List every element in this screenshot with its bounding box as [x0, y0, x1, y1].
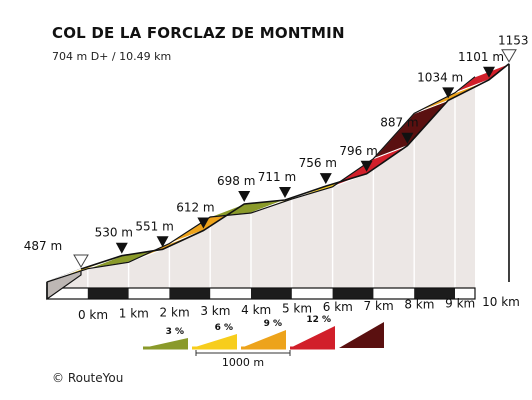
legend-swatch — [241, 330, 286, 348]
ground-slab-segment — [47, 288, 89, 299]
elevation-marker-icon — [483, 66, 495, 78]
ground-slab-segment — [414, 288, 456, 299]
profile-front-edge — [46, 76, 476, 283]
ground-slab-segment — [455, 288, 475, 299]
km-tick-label: 1 km — [119, 307, 149, 321]
ground-slab-segment — [291, 288, 334, 299]
legend-swatch — [290, 326, 335, 348]
km-tick-label: 7 km — [364, 299, 394, 313]
elevation-label: 887 m — [380, 116, 418, 130]
ground-slab-segment — [373, 288, 415, 299]
legend-label: 9 % — [264, 319, 282, 329]
km-tick-label: 4 km — [241, 303, 271, 317]
elevation-label: 698 m — [217, 174, 255, 188]
copyright-notice: © RouteYou — [52, 371, 124, 385]
elevation-marker-icon — [319, 173, 332, 185]
km-tick-label: 2 km — [160, 305, 190, 319]
elevation-label: 1034 m — [417, 70, 463, 84]
km-tick-label: 10 km — [482, 295, 520, 309]
ground-slab-segment — [169, 288, 211, 299]
km-tick-label: 3 km — [200, 304, 230, 318]
chart-subtitle: 704 m D+ / 10.49 km — [52, 50, 172, 63]
ground-slab-segment — [210, 288, 252, 299]
km-tick-label: 8 km — [404, 298, 434, 312]
elevation-label: 796 m — [339, 144, 377, 158]
elevation-label: 711 m — [258, 170, 296, 184]
legend-label: 3 % — [166, 327, 184, 337]
elevation-label: 1101 m — [458, 50, 504, 64]
ground-slab-segment — [128, 288, 170, 299]
chart-title: COL DE LA FORCLAZ DE MONTMIN — [52, 24, 345, 42]
elevation-marker-icon — [197, 217, 210, 229]
legend-swatch — [192, 334, 237, 348]
elevation-marker-icon — [238, 190, 251, 202]
elevation-marker-icon — [401, 132, 414, 144]
km-tick-label: 0 km — [78, 308, 108, 322]
elevation-marker-icon — [115, 242, 128, 254]
legend-swatch — [143, 338, 188, 348]
profile-front-wall — [47, 76, 475, 288]
legend-swatch — [339, 322, 384, 348]
legend-label: 12 % — [306, 315, 331, 325]
km-tick-label: 6 km — [323, 300, 353, 314]
elevation-marker-icon — [360, 160, 373, 172]
elevation-label: 756 m — [299, 156, 337, 170]
elevation-marker-icon — [73, 254, 89, 268]
ground-slab-segment — [87, 288, 130, 299]
elevation-marker-icon — [156, 236, 169, 248]
elevation-label: 1153 m — [498, 34, 532, 48]
elevation-label: 551 m — [135, 219, 173, 233]
elevation-label: 530 m — [95, 226, 133, 240]
elevation-marker-icon — [279, 186, 291, 198]
legend-label: 6 % — [215, 323, 233, 333]
ground-slab-segment — [251, 288, 293, 299]
scale-label: 1000 m — [222, 356, 264, 369]
ground-slab-segment — [332, 288, 374, 299]
elevation-marker-icon — [501, 49, 517, 63]
km-tick-label: 9 km — [445, 296, 475, 310]
elevation-marker-icon — [442, 87, 455, 99]
elevation-label: 612 m — [176, 200, 214, 214]
elevation-label: 487 m — [24, 239, 62, 253]
km-tick-label: 5 km — [282, 302, 312, 316]
